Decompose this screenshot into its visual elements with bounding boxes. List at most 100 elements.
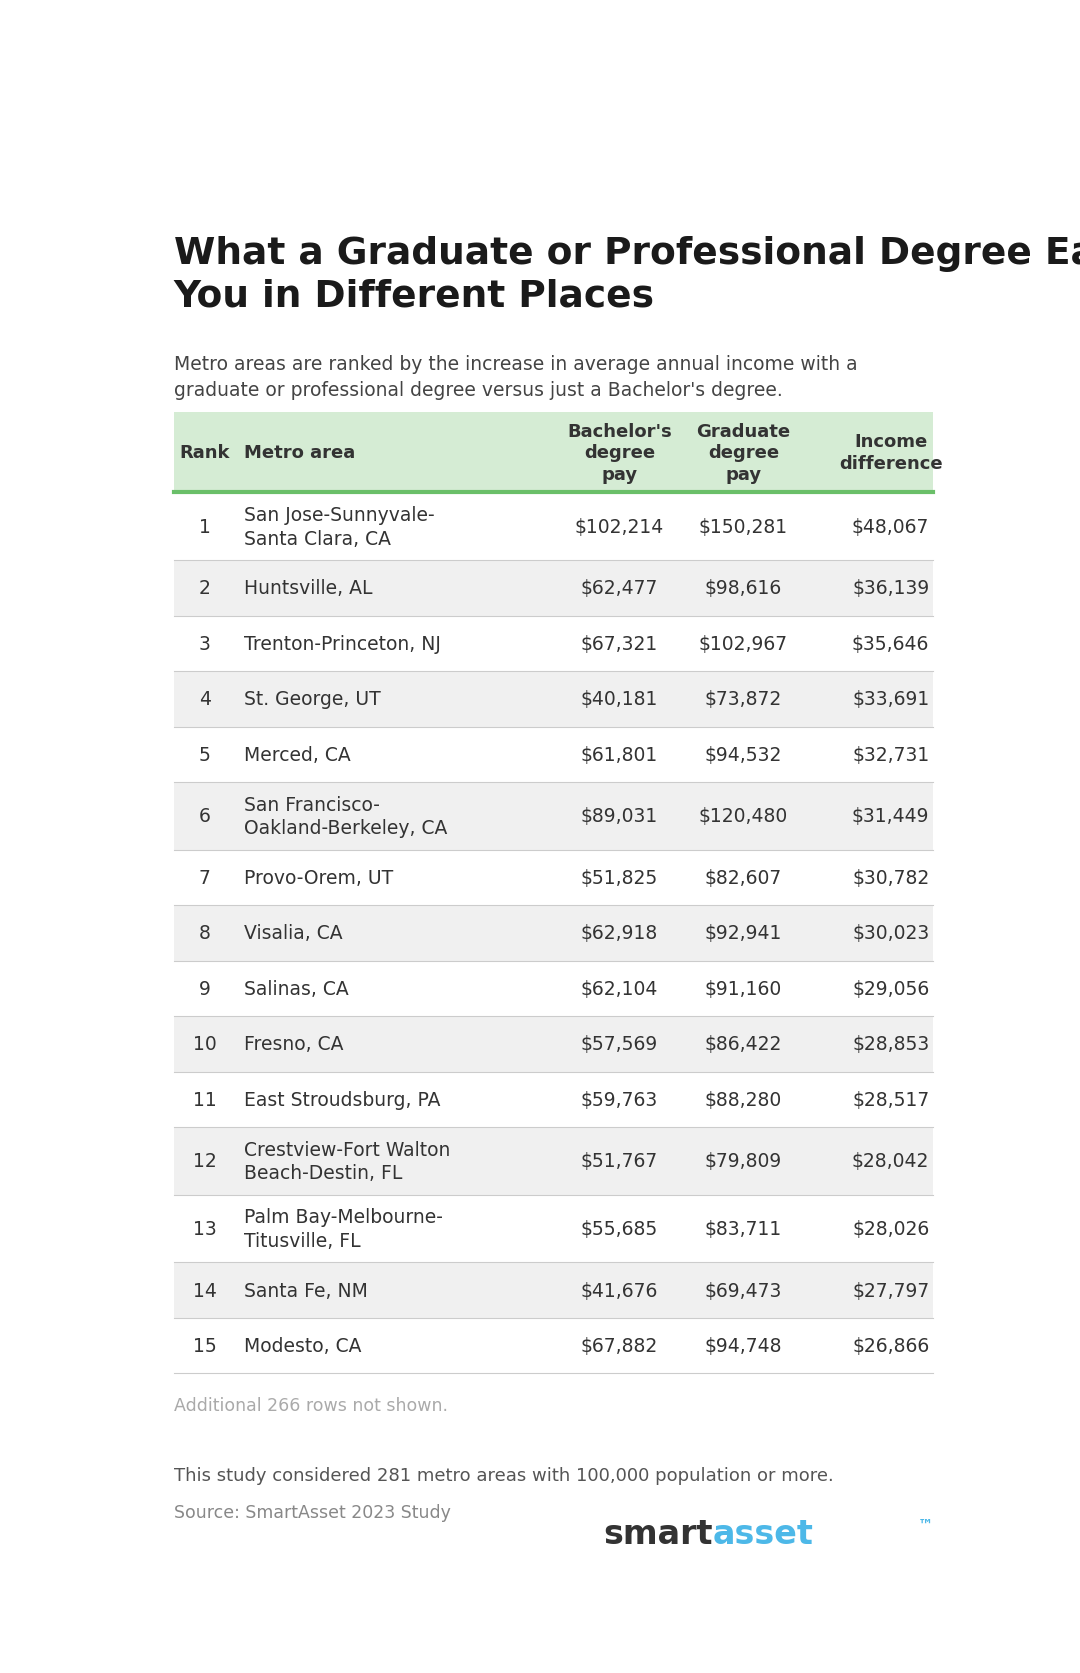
Text: Palm Bay-Melbourne-
Titusville, FL: Palm Bay-Melbourne- Titusville, FL <box>243 1208 443 1250</box>
FancyBboxPatch shape <box>174 1017 933 1072</box>
Text: $91,160: $91,160 <box>705 979 782 999</box>
Text: $88,280: $88,280 <box>705 1091 782 1109</box>
Text: $28,042: $28,042 <box>852 1151 929 1171</box>
Text: $89,031: $89,031 <box>581 806 658 826</box>
Text: $30,023: $30,023 <box>852 923 929 944</box>
Text: 15: 15 <box>193 1337 217 1355</box>
Text: Visalia, CA: Visalia, CA <box>243 923 342 944</box>
FancyBboxPatch shape <box>174 673 933 728</box>
Text: $28,853: $28,853 <box>852 1034 929 1054</box>
Text: $94,532: $94,532 <box>704 746 782 765</box>
Text: 7: 7 <box>199 868 211 887</box>
Text: ™: ™ <box>918 1517 933 1532</box>
Text: $102,214: $102,214 <box>575 517 664 537</box>
FancyBboxPatch shape <box>174 1072 933 1128</box>
Text: $32,731: $32,731 <box>852 746 929 765</box>
FancyBboxPatch shape <box>174 412 933 494</box>
Text: $62,477: $62,477 <box>581 579 658 599</box>
Text: 2: 2 <box>199 579 211 599</box>
FancyBboxPatch shape <box>174 960 933 1017</box>
Text: $62,104: $62,104 <box>581 979 658 999</box>
Text: Additional 266 rows not shown.: Additional 266 rows not shown. <box>174 1397 448 1415</box>
Text: Metro area: Metro area <box>243 443 354 462</box>
Text: $67,882: $67,882 <box>581 1337 658 1355</box>
Text: This study considered 281 metro areas with 100,000 population or more.: This study considered 281 metro areas wi… <box>174 1466 834 1484</box>
Text: Merced, CA: Merced, CA <box>243 746 350 765</box>
Text: 1: 1 <box>199 517 211 537</box>
Text: 6: 6 <box>199 806 211 826</box>
Text: $48,067: $48,067 <box>852 517 929 537</box>
Text: $73,872: $73,872 <box>705 689 782 709</box>
FancyBboxPatch shape <box>174 728 933 783</box>
Text: Santa Fe, NM: Santa Fe, NM <box>243 1282 367 1300</box>
Text: $27,797: $27,797 <box>852 1282 929 1300</box>
Text: $55,685: $55,685 <box>581 1220 658 1238</box>
Text: $28,026: $28,026 <box>852 1220 929 1238</box>
Text: $62,918: $62,918 <box>581 923 658 944</box>
Text: $29,056: $29,056 <box>852 979 929 999</box>
Text: $57,569: $57,569 <box>581 1034 658 1054</box>
Text: 12: 12 <box>193 1151 217 1171</box>
Text: Rank: Rank <box>179 443 230 462</box>
FancyBboxPatch shape <box>174 783 933 850</box>
FancyBboxPatch shape <box>174 1128 933 1195</box>
Text: $28,517: $28,517 <box>852 1091 929 1109</box>
Text: $94,748: $94,748 <box>704 1337 782 1355</box>
Text: Salinas, CA: Salinas, CA <box>243 979 348 999</box>
Text: What a Graduate or Professional Degree Earns
You in Different Places: What a Graduate or Professional Degree E… <box>174 236 1080 315</box>
Text: 10: 10 <box>193 1034 217 1054</box>
Text: $82,607: $82,607 <box>705 868 782 887</box>
Text: Graduate
degree
pay: Graduate degree pay <box>697 422 791 483</box>
Text: 9: 9 <box>199 979 211 999</box>
Text: San Francisco-
Oakland-Berkeley, CA: San Francisco- Oakland-Berkeley, CA <box>243 795 447 838</box>
Text: $40,181: $40,181 <box>581 689 658 709</box>
Text: 11: 11 <box>193 1091 217 1109</box>
Text: $51,825: $51,825 <box>581 868 658 887</box>
Text: 13: 13 <box>193 1220 217 1238</box>
Text: 8: 8 <box>199 923 211 944</box>
Text: $150,281: $150,281 <box>699 517 788 537</box>
Text: $69,473: $69,473 <box>704 1282 782 1300</box>
Text: $92,941: $92,941 <box>704 923 782 944</box>
Text: smart: smart <box>603 1517 713 1549</box>
FancyBboxPatch shape <box>174 1318 933 1374</box>
Text: San Jose-Sunnyvale-
Santa Clara, CA: San Jose-Sunnyvale- Santa Clara, CA <box>243 505 434 549</box>
Text: $36,139: $36,139 <box>852 579 929 599</box>
Text: $35,646: $35,646 <box>852 634 929 654</box>
Text: 4: 4 <box>199 689 211 709</box>
Text: Source: SmartAsset 2023 Study: Source: SmartAsset 2023 Study <box>174 1502 450 1521</box>
Text: asset: asset <box>713 1517 813 1549</box>
FancyBboxPatch shape <box>174 1195 933 1263</box>
Text: $98,616: $98,616 <box>705 579 782 599</box>
Text: $83,711: $83,711 <box>705 1220 782 1238</box>
FancyBboxPatch shape <box>174 905 933 960</box>
Text: Metro areas are ranked by the increase in average annual income with a
graduate : Metro areas are ranked by the increase i… <box>174 355 858 400</box>
Text: $26,866: $26,866 <box>852 1337 929 1355</box>
Text: $30,782: $30,782 <box>852 868 929 887</box>
Text: $59,763: $59,763 <box>581 1091 658 1109</box>
Text: $41,676: $41,676 <box>581 1282 658 1300</box>
FancyBboxPatch shape <box>174 1263 933 1318</box>
Text: $31,449: $31,449 <box>852 806 930 826</box>
Text: Bachelor's
degree
pay: Bachelor's degree pay <box>567 422 672 483</box>
Text: Modesto, CA: Modesto, CA <box>243 1337 361 1355</box>
Text: $33,691: $33,691 <box>852 689 929 709</box>
FancyBboxPatch shape <box>174 560 933 616</box>
Text: $86,422: $86,422 <box>704 1034 782 1054</box>
Text: Huntsville, AL: Huntsville, AL <box>243 579 372 599</box>
Text: Fresno, CA: Fresno, CA <box>243 1034 343 1054</box>
Text: 5: 5 <box>199 746 211 765</box>
Text: East Stroudsburg, PA: East Stroudsburg, PA <box>243 1091 440 1109</box>
Text: Crestview-Fort Walton
Beach-Destin, FL: Crestview-Fort Walton Beach-Destin, FL <box>243 1139 450 1183</box>
FancyBboxPatch shape <box>174 850 933 905</box>
FancyBboxPatch shape <box>174 616 933 673</box>
Text: $67,321: $67,321 <box>581 634 658 654</box>
Text: 14: 14 <box>193 1282 217 1300</box>
Text: $102,967: $102,967 <box>699 634 788 654</box>
Text: $120,480: $120,480 <box>699 806 788 826</box>
FancyBboxPatch shape <box>174 494 933 560</box>
Text: Trenton-Princeton, NJ: Trenton-Princeton, NJ <box>243 634 441 654</box>
Text: $51,767: $51,767 <box>581 1151 658 1171</box>
Text: 3: 3 <box>199 634 211 654</box>
Text: Provo-Orem, UT: Provo-Orem, UT <box>243 868 393 887</box>
